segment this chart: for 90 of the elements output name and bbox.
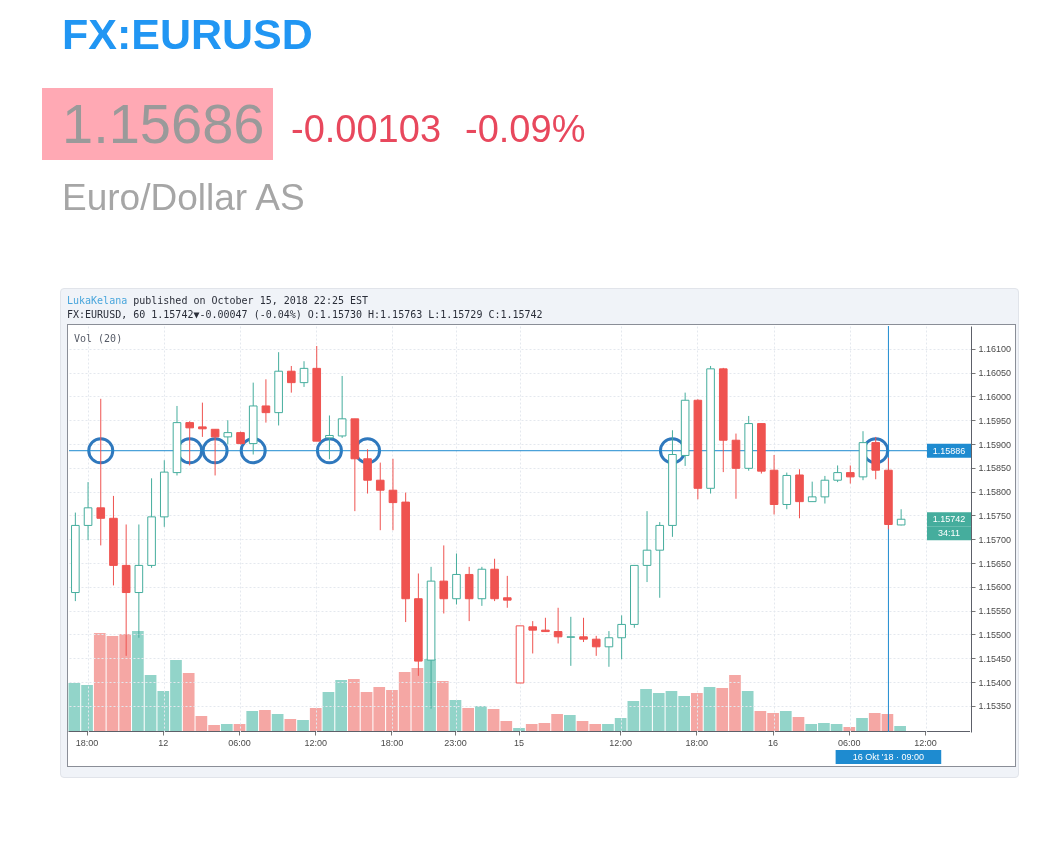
y-tick-label: 1.16100 xyxy=(978,344,1012,355)
y-tick-label: 1.15950 xyxy=(978,415,1012,426)
ref-line-label: 1.15886 xyxy=(932,445,966,456)
x-tick-label: 18:00 xyxy=(685,737,709,748)
annotation: 34:11 xyxy=(938,528,960,539)
candlestick xyxy=(846,464,855,485)
y-tick-label: 1.15400 xyxy=(978,677,1012,688)
bar xyxy=(220,724,233,731)
bar xyxy=(475,706,487,731)
bar xyxy=(233,724,246,731)
bar xyxy=(843,727,856,731)
candlestick xyxy=(591,635,601,657)
x-tick-label: 12:00 xyxy=(914,737,937,748)
candlestick xyxy=(807,481,817,503)
candlestick xyxy=(261,378,271,424)
candlestick xyxy=(363,448,372,495)
x-tick-label: 06:00 xyxy=(838,737,861,748)
x-tick-label: 18:00 xyxy=(380,737,404,748)
text: published on October 15, 2018 22:25 EST xyxy=(133,295,369,306)
candlestick xyxy=(198,402,207,438)
y-tick-label: 1.15700 xyxy=(978,534,1012,545)
chart-title: Vol (20) xyxy=(74,333,123,344)
y-tick-label: 1.15600 xyxy=(978,582,1012,593)
x-tick-label: 23:00 xyxy=(444,737,467,748)
bar xyxy=(436,681,449,731)
bar xyxy=(513,728,525,731)
bar xyxy=(284,719,297,731)
y-tick-label: 1.15750 xyxy=(978,510,1012,521)
text: -0.00103 xyxy=(291,108,442,150)
bar xyxy=(271,714,284,731)
candlestick xyxy=(566,616,576,667)
candlestick xyxy=(579,617,588,643)
candlestick xyxy=(287,365,296,394)
x-tick-label: 06:00 xyxy=(228,737,251,748)
candlestick xyxy=(388,458,398,531)
candlestick xyxy=(642,510,652,583)
bar xyxy=(563,715,576,731)
chart-title: FX:EURUSD xyxy=(62,10,313,58)
y-tick-label: 1.15450 xyxy=(978,653,1012,664)
candlestick xyxy=(96,398,106,546)
bar xyxy=(894,726,906,731)
category-label: 16 Okt '18 · 09:00 xyxy=(852,752,925,762)
y-tick-label: 1.15800 xyxy=(978,487,1012,498)
candlestick xyxy=(896,508,906,526)
candlestick xyxy=(375,462,385,531)
y-tick-label: 1.15500 xyxy=(978,629,1012,640)
candlestick xyxy=(553,607,563,644)
x-tick-label: 18:00 xyxy=(75,737,99,748)
candlestick xyxy=(820,475,830,505)
candlestick xyxy=(83,481,93,541)
bar xyxy=(856,718,868,731)
bar xyxy=(779,711,792,731)
candlestick xyxy=(299,360,309,388)
candlestick xyxy=(210,428,220,476)
annotation: 1.15742 xyxy=(932,514,966,525)
y-tick-label: 1.15900 xyxy=(978,439,1012,450)
x-tick-label: 15 xyxy=(513,737,525,748)
bar xyxy=(259,710,271,731)
text: 1.15686 xyxy=(62,92,265,155)
bar xyxy=(309,708,322,731)
candlestick xyxy=(528,620,538,654)
text: FX:EURUSD, 60 1.15742▼-0.00047 (-0.04%) O:1.15730 H:1.15763 L:1.15729 C:1.15742 xyxy=(67,309,543,320)
x-tick-label: 12:00 xyxy=(609,737,632,748)
bar xyxy=(703,687,716,731)
y-tick-label: 1.15550 xyxy=(978,606,1012,617)
candlestick xyxy=(223,419,233,446)
candlestick xyxy=(337,375,347,439)
candlestick xyxy=(185,420,194,466)
candlestick xyxy=(502,575,512,609)
candlestick xyxy=(604,630,614,668)
y-tick-label: 1.16000 xyxy=(978,391,1012,402)
y-tick-label: 1.16050 xyxy=(978,368,1012,379)
bar xyxy=(741,691,754,731)
x-tick-label: 12 xyxy=(158,737,169,748)
bar xyxy=(246,711,259,731)
chart-subtitle: Euro/Dollar AS xyxy=(62,177,305,218)
text: LukaKelana xyxy=(67,295,128,306)
text: -0.09% xyxy=(465,108,586,150)
x-tick-label: 16 xyxy=(768,737,779,748)
bar xyxy=(691,693,703,731)
x-tick-label: 12:00 xyxy=(304,737,327,748)
y-tick-label: 1.15650 xyxy=(978,558,1012,569)
candlestick xyxy=(617,614,626,660)
bar xyxy=(297,720,309,731)
candlestick xyxy=(325,414,334,460)
y-tick-label: 1.15350 xyxy=(978,701,1012,712)
y-tick-label: 1.15850 xyxy=(978,463,1012,474)
candlestick xyxy=(439,544,449,614)
bar xyxy=(792,717,805,731)
bar xyxy=(462,708,475,731)
